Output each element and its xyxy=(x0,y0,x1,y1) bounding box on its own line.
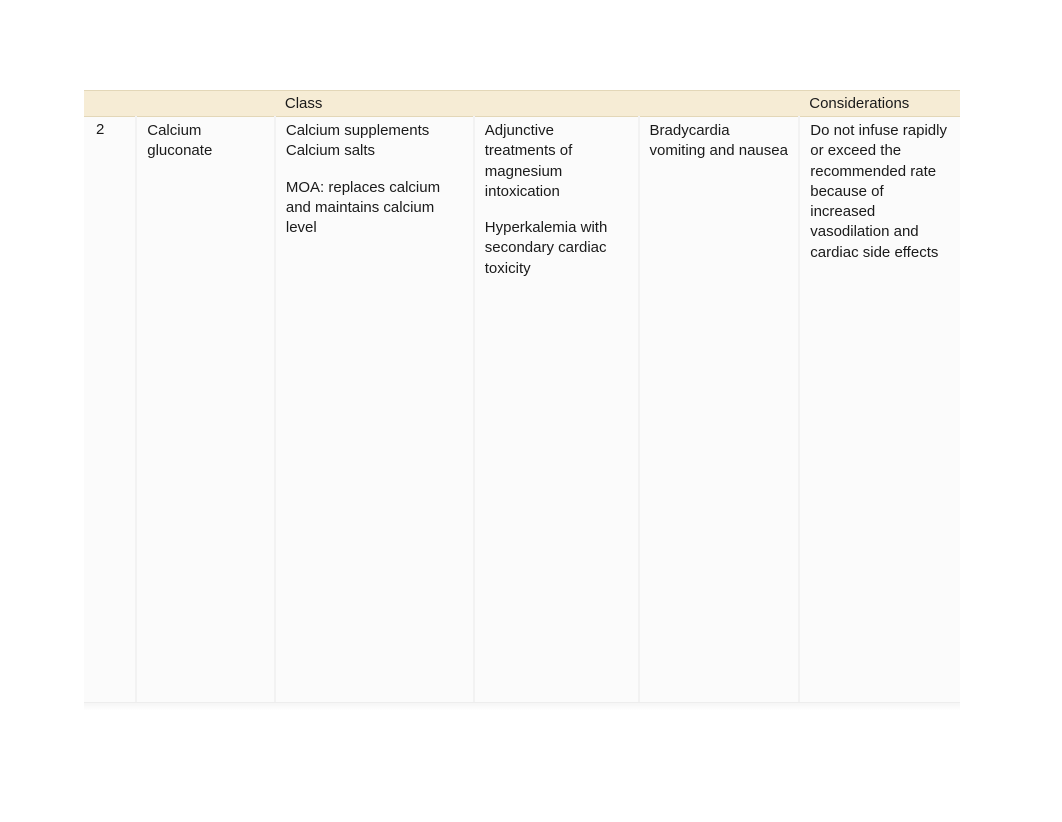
drug-table-container: Class Considerations 2 Calcium gluconate… xyxy=(84,90,960,707)
class-text-1: Calcium supplements Calcium salts xyxy=(286,121,463,162)
header-drug xyxy=(136,91,275,117)
cell-number: 2 xyxy=(84,117,136,707)
drug-table: Class Considerations 2 Calcium gluconate… xyxy=(84,90,960,707)
class-text-2: MOA: replaces calcium and maintains calc… xyxy=(286,178,463,239)
header-side-effects xyxy=(639,91,800,117)
cell-side-effects: Bradycardia vomiting and nausea xyxy=(639,117,800,707)
header-number xyxy=(84,91,136,117)
table-bottom-edge xyxy=(84,702,960,710)
cell-drug: Calcium gluconate xyxy=(136,117,275,707)
table-header-row: Class Considerations xyxy=(84,91,960,117)
header-class: Class xyxy=(275,91,474,117)
cell-class: Calcium supplements Calcium salts MOA: r… xyxy=(275,117,474,707)
drug-name: Calcium gluconate xyxy=(147,121,264,162)
header-indication xyxy=(474,91,639,117)
cell-considerations: Do not infuse rapidly or exceed the reco… xyxy=(799,117,960,707)
considerations-text: Do not infuse rapidly or exceed the reco… xyxy=(810,121,950,263)
table-row: 2 Calcium gluconate Calcium supplements … xyxy=(84,117,960,707)
cell-indication: Adjunctive treatments of magnesium intox… xyxy=(474,117,639,707)
header-considerations: Considerations xyxy=(799,91,960,117)
indication-text-2: Hyperkalemia with secondary cardiac toxi… xyxy=(485,218,628,279)
row-number: 2 xyxy=(96,121,104,138)
indication-text-1: Adjunctive treatments of magnesium intox… xyxy=(485,121,628,202)
side-effects-text: Bradycardia vomiting and nausea xyxy=(650,121,789,162)
